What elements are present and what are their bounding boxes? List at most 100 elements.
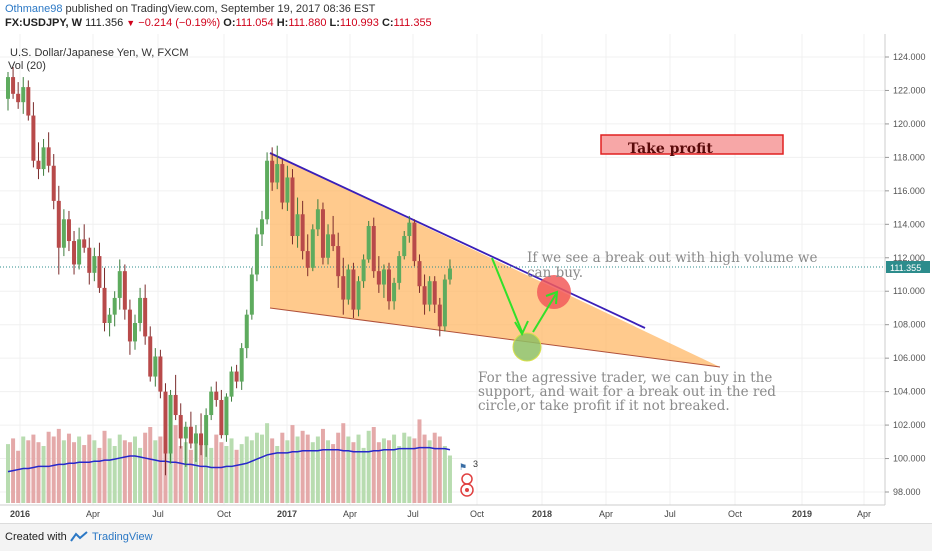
volume-bar bbox=[346, 436, 351, 503]
candle-body bbox=[260, 219, 264, 235]
aggressive-note-line: support, and wait for a break out in the… bbox=[478, 384, 776, 400]
candle-body bbox=[97, 256, 102, 288]
volume-bar bbox=[56, 428, 61, 503]
candle-body bbox=[51, 165, 56, 201]
volume-bars bbox=[6, 419, 452, 503]
candle-body bbox=[346, 269, 351, 300]
volume-bar bbox=[173, 425, 178, 503]
last-price-tag-text: 111.355 bbox=[890, 263, 921, 273]
volume-bar bbox=[97, 447, 102, 503]
candle-body bbox=[122, 271, 127, 310]
candle-body bbox=[361, 259, 366, 282]
candle-body bbox=[82, 239, 87, 248]
volume-bar bbox=[254, 432, 259, 503]
volume-bar bbox=[402, 432, 407, 503]
take-profit-label: Take profit bbox=[628, 141, 713, 157]
candle-body bbox=[290, 177, 295, 237]
volume-bar bbox=[133, 436, 137, 503]
candle-body bbox=[275, 164, 280, 183]
tradingview-logo-icon bbox=[70, 531, 88, 542]
candle-body bbox=[138, 297, 143, 324]
tradingview-link[interactable]: TradingView bbox=[92, 531, 153, 543]
symbol-info: FX:USDJPY, W 111.356 ▼ −0.214 (−0.19%) O… bbox=[5, 17, 432, 29]
volume-bar bbox=[361, 447, 366, 503]
time-tick-label: 2016 bbox=[10, 509, 30, 519]
candle-body bbox=[46, 147, 51, 166]
candle-body bbox=[127, 309, 132, 342]
candle-body bbox=[16, 93, 21, 103]
volume-bar bbox=[234, 449, 239, 503]
volume-bar bbox=[356, 434, 361, 503]
volume-bar bbox=[320, 428, 325, 503]
high-value: 111.880 bbox=[288, 17, 327, 29]
volume-bar bbox=[351, 442, 356, 503]
time-tick-label: Apr bbox=[599, 509, 613, 519]
support-line bbox=[269, 307, 721, 368]
aggressive-trader-note: For the agressive trader, we can buy in … bbox=[478, 370, 776, 414]
volume-bar bbox=[432, 432, 437, 503]
event-marker-icon bbox=[461, 473, 473, 485]
volume-bar bbox=[112, 446, 117, 503]
candle-body bbox=[265, 160, 270, 220]
event-marker-icon-2 bbox=[460, 483, 474, 497]
candle-body bbox=[87, 247, 92, 273]
volume-bar bbox=[209, 447, 214, 503]
volume-bar bbox=[31, 434, 36, 503]
candle-body bbox=[77, 239, 82, 265]
breakout-note-line: can buy. bbox=[527, 265, 583, 281]
candle-body bbox=[437, 304, 442, 327]
volume-bar bbox=[387, 440, 391, 503]
time-tick-label: Apr bbox=[857, 509, 871, 519]
price-tick-label: 112.000 bbox=[893, 253, 925, 263]
triangle-pattern bbox=[270, 153, 720, 367]
breakout-note: If we see a break out with high volume w… bbox=[527, 250, 817, 281]
candle-body bbox=[41, 147, 46, 170]
price-tick-label: 114.000 bbox=[893, 219, 925, 229]
candle-body bbox=[412, 222, 417, 262]
candle-body bbox=[407, 222, 412, 237]
volume-bar bbox=[214, 434, 219, 503]
volume-bar bbox=[92, 440, 97, 503]
candle-body bbox=[31, 115, 36, 161]
volume-bar bbox=[265, 423, 270, 503]
volume-bar bbox=[422, 434, 427, 503]
candle-body bbox=[92, 256, 97, 273]
breakout-circle bbox=[537, 275, 571, 309]
candle-body bbox=[133, 323, 137, 342]
volume-bar bbox=[36, 442, 41, 503]
price-tick-label: 124.000 bbox=[893, 52, 926, 62]
candle-body bbox=[320, 209, 325, 258]
candle-body bbox=[72, 241, 77, 265]
candle-body bbox=[168, 394, 173, 454]
low-label: L: bbox=[329, 17, 340, 29]
price-chart[interactable]: Take profit If we see a break out with h… bbox=[0, 34, 932, 523]
dividend-flag-icon: ⚑ bbox=[459, 462, 467, 472]
candlesticks bbox=[6, 67, 452, 476]
volume-bar bbox=[102, 430, 107, 503]
footer-bar: Created with TradingView bbox=[0, 523, 932, 551]
candle-body bbox=[112, 297, 117, 315]
chart-title: U.S. Dollar/Japanese Yen, W, FXCM bbox=[10, 47, 189, 59]
time-tick-label: Apr bbox=[343, 509, 357, 519]
candle-body bbox=[61, 219, 66, 248]
candle-body bbox=[183, 426, 188, 439]
candle-body bbox=[402, 236, 407, 257]
author-link[interactable]: Othmane98 bbox=[5, 3, 63, 15]
volume-bar bbox=[21, 436, 26, 503]
take-profit-box bbox=[600, 134, 784, 155]
candle-body bbox=[341, 276, 346, 300]
price-axis: 98.000 100.000 102.000 104.000 106.000 108.00… bbox=[884, 34, 926, 505]
time-tick-label: Jul bbox=[152, 509, 164, 519]
candle-body bbox=[26, 87, 31, 116]
volume-bar bbox=[249, 440, 254, 503]
volume-bar bbox=[178, 446, 183, 503]
volume-bar bbox=[61, 440, 66, 503]
candle-body bbox=[214, 391, 219, 400]
candle-body bbox=[229, 371, 234, 397]
volume-bar bbox=[239, 444, 244, 503]
price-change: −0.214 (−0.19%) bbox=[138, 17, 221, 29]
low-value: 110.993 bbox=[339, 17, 379, 29]
candle-body bbox=[447, 268, 452, 280]
candle-body bbox=[6, 77, 10, 99]
candle-body bbox=[148, 336, 153, 377]
